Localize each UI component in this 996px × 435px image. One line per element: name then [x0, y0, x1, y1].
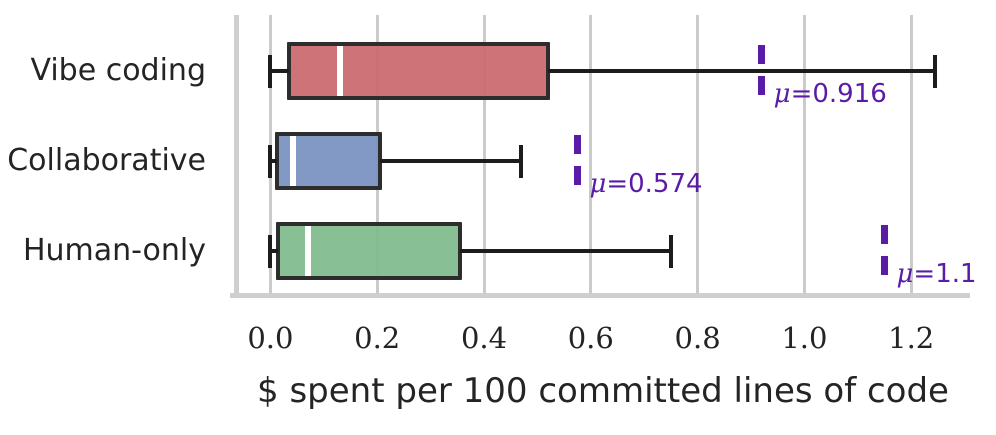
x-tick-label: 1.2	[888, 321, 935, 355]
whisker-cap-high	[668, 234, 673, 268]
x-tick-label: 0.2	[354, 321, 401, 355]
mu-symbol: μ	[896, 259, 914, 289]
mean-dashed-line	[881, 225, 888, 277]
x-gridline	[589, 15, 593, 297]
whisker-cap-low	[268, 54, 273, 88]
x-tick-label: 0.4	[460, 321, 508, 355]
x-gridline	[802, 15, 806, 297]
x-gridline	[482, 15, 486, 297]
x-tick-label: 0.6	[567, 321, 614, 355]
whisker-cap-high	[519, 144, 524, 178]
x-tick-label: 0.8	[674, 321, 721, 355]
mean-annotation: μ=0.916	[774, 79, 887, 109]
y-category-label: Collaborative	[7, 143, 206, 178]
mean-annotation: μ=0.574	[589, 169, 702, 199]
median-line	[304, 226, 311, 276]
mu-symbol: μ	[589, 169, 607, 199]
y-category-label: Vibe coding	[30, 53, 206, 88]
x-axis-spine	[230, 293, 970, 298]
x-gridline	[909, 15, 913, 297]
y-category-label: Human-only	[22, 233, 206, 268]
mu-symbol: μ	[773, 79, 791, 109]
mean-value-text: =0.916	[790, 79, 887, 109]
median-line	[289, 136, 296, 186]
mean-value-text: =0.574	[606, 169, 703, 199]
mean-annotation: μ=1.1	[897, 259, 977, 289]
x-axis-title: $ spent per 100 committed lines of code	[257, 371, 949, 411]
whisker-high	[379, 159, 522, 163]
x-gridline	[696, 15, 700, 297]
whisker-cap-low	[268, 234, 273, 268]
mean-value-text: =1.1	[913, 259, 977, 289]
whisker-cap-high	[933, 54, 938, 88]
iqr-box	[287, 42, 551, 100]
mean-dashed-line	[758, 45, 766, 97]
whisker-high	[459, 249, 671, 253]
x-tick-label: 1.0	[781, 321, 828, 355]
whisker-low	[270, 159, 277, 163]
whisker-low	[270, 69, 290, 73]
whisker-cap-low	[268, 144, 273, 178]
y-axis-spine	[234, 15, 239, 297]
median-line	[336, 46, 343, 96]
mean-dashed-line	[573, 135, 581, 187]
whisker-low	[270, 249, 279, 253]
whisker-high	[548, 69, 936, 73]
x-tick-label: 0.0	[247, 321, 294, 355]
